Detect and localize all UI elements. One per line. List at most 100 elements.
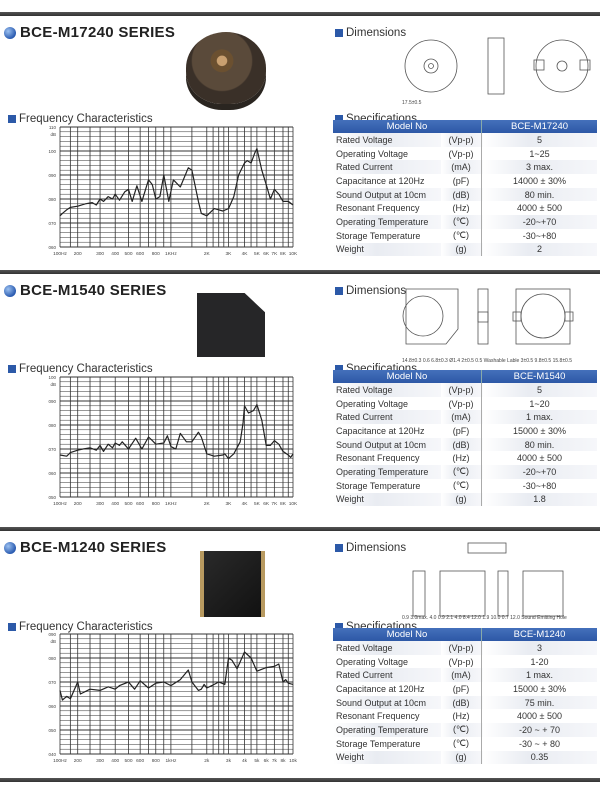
x-tick-label: 600 xyxy=(136,758,144,764)
spec-parameter: Capacitance at 120Hz xyxy=(336,683,425,694)
model-no-header: Model No xyxy=(333,628,482,641)
spec-unit: (dB) xyxy=(441,437,482,452)
spec-value: 4000 ± 500 xyxy=(481,451,597,466)
x-tick-label: 8k xyxy=(280,758,286,764)
spec-value: 15000 ± 30% xyxy=(481,424,597,438)
y-tick-label: 100 xyxy=(48,375,56,380)
spec-value: 5 xyxy=(481,133,597,147)
table-row: Resonant Frequency (Hz) 4000 ± 500 xyxy=(333,451,597,466)
spec-value: 1.8 xyxy=(481,492,597,507)
table-row: Rated Voltage (Vp-p) 5 xyxy=(333,383,597,397)
section-divider xyxy=(0,270,600,274)
table-row: Resonant Frequency (Hz) 4000 ± 500 xyxy=(333,709,597,724)
spec-unit: (g) xyxy=(441,750,482,765)
dimensions-heading: Dimensions xyxy=(335,27,406,39)
x-tick-label: 800 xyxy=(152,251,160,257)
spec-value: 0.35 xyxy=(481,750,597,765)
dimension-label: 17.5±0.5 xyxy=(402,100,422,106)
spec-value: -20~+70 xyxy=(481,215,597,229)
table-row: Capacitance at 120Hz (pF) 15000 ± 30% xyxy=(333,424,597,438)
table-row: Operating Voltage (Vp-p) 1~25 xyxy=(333,146,597,161)
spec-unit: (℃) xyxy=(452,230,470,241)
dimension-drawing: 17.5±0.5 xyxy=(402,37,591,106)
specifications-table: Model No BCE-M17240 Rated Voltage (Vp-p) 5 Op… xyxy=(333,120,597,257)
spec-unit: (mA) xyxy=(441,160,482,175)
dimensions-heading: Dimensions xyxy=(335,542,406,554)
spec-parameter: Resonant Frequency xyxy=(336,203,420,214)
product-photo xyxy=(197,293,265,357)
x-tick-label: 3k xyxy=(226,758,232,764)
x-tick-label: 7K xyxy=(271,501,278,507)
table-row: Operating Temperature (℃) -20~+70 xyxy=(333,465,597,479)
spec-parameter: Rated Current xyxy=(333,410,441,425)
bullet-icon xyxy=(4,541,16,554)
frequency-heading: Frequency Characteristics xyxy=(8,621,153,633)
square-bullet-icon xyxy=(335,365,343,373)
spec-parameter: Operating Voltage xyxy=(336,656,409,667)
y-tick-label: 080 xyxy=(48,423,56,428)
product-photo xyxy=(200,551,265,617)
frequency-heading-text: Frequency Characteristics xyxy=(19,621,153,633)
table-row: Rated Current (mA) 1 max. xyxy=(333,410,597,425)
x-tick-label: 300 xyxy=(96,758,104,764)
square-bullet-icon xyxy=(8,623,16,631)
square-bullet-icon xyxy=(335,623,343,631)
spec-unit: (Vp-p) xyxy=(448,398,474,409)
table-row: Storage Temperature (℃) -30~+80 xyxy=(333,478,597,493)
dimensions-heading-text: Dimensions xyxy=(346,542,407,554)
spec-unit: (℃) xyxy=(452,738,470,749)
table-row: Weight (g) 2 xyxy=(333,242,597,257)
spec-value: 3 max. xyxy=(481,160,597,175)
square-bullet-icon xyxy=(335,29,343,37)
model-no-header: Model No xyxy=(333,120,482,133)
spec-value: -30~+80 xyxy=(481,478,597,493)
square-bullet-icon xyxy=(335,287,343,295)
x-tick-label: 100Hz xyxy=(53,501,67,507)
spec-unit: (Hz) xyxy=(452,203,470,214)
y-tick-label: 090 xyxy=(48,632,56,637)
square-bullet-icon xyxy=(335,544,343,552)
y-tick-label: 100 xyxy=(48,149,56,154)
spec-unit: (dB) xyxy=(441,695,482,710)
spec-unit: (pF) xyxy=(452,425,470,436)
section-divider xyxy=(0,12,600,16)
product-section: BCE-M17240 SERIES Frequency Characteristi… xyxy=(0,16,600,273)
spec-value: 4000 ± 500 xyxy=(481,201,597,216)
table-row: Operating Voltage (Vp-p) 1-20 xyxy=(333,654,597,669)
series-title: BCE-M17240 SERIES xyxy=(4,24,175,41)
x-tick-label: 300 xyxy=(96,501,104,507)
spec-value: 3 xyxy=(481,641,597,655)
table-header-row: Model No BCE-M1240 xyxy=(333,628,597,641)
frequency-heading: Frequency Characteristics xyxy=(8,113,153,125)
table-row: Weight (g) 1.8 xyxy=(333,492,597,507)
y-axis-unit: dB xyxy=(50,382,56,387)
y-tick-label: 110 xyxy=(49,125,57,130)
x-tick-label: 200 xyxy=(74,251,82,257)
table-row: Rated Voltage (Vp-p) 3 xyxy=(333,641,597,655)
x-tick-label: 8K xyxy=(280,251,287,257)
x-tick-label: 6k xyxy=(264,758,270,764)
model-name-header: BCE-M1540 xyxy=(481,370,597,383)
spec-value: 1-20 xyxy=(481,654,597,669)
series-title: BCE-M1540 SERIES xyxy=(4,282,167,299)
spec-unit: (pF) xyxy=(452,175,470,186)
specifications-table: Model No BCE-M1240 Rated Voltage (Vp-p) 3 Ope… xyxy=(333,628,597,765)
spec-parameter: Storage Temperature xyxy=(336,480,421,491)
x-tick-label: 5k xyxy=(254,758,260,764)
specifications-table: Model No BCE-M1540 Rated Voltage (Vp-p) 5 Ope… xyxy=(333,370,597,507)
y-tick-label: 050 xyxy=(48,495,56,500)
table-row: Sound Output at 10cm (dB) 80 min. xyxy=(333,187,597,202)
spec-parameter: Rated Current xyxy=(333,668,441,683)
y-tick-label: 060 xyxy=(48,471,56,476)
spec-value: -20~+70 xyxy=(481,465,597,479)
spec-parameter: Operating Temperature xyxy=(333,465,441,479)
x-tick-label: 3K xyxy=(226,251,233,257)
spec-unit: (Hz) xyxy=(452,711,470,722)
spec-unit: (℃) xyxy=(441,723,482,737)
spec-parameter: Capacitance at 120Hz xyxy=(336,425,425,436)
table-row: Storage Temperature (℃) -30 ~ + 80 xyxy=(333,736,597,751)
x-tick-label: 3K xyxy=(226,501,233,507)
spec-unit: (pF) xyxy=(452,683,470,694)
x-tick-label: 10K xyxy=(289,251,298,257)
x-tick-label: 5K xyxy=(254,251,261,257)
